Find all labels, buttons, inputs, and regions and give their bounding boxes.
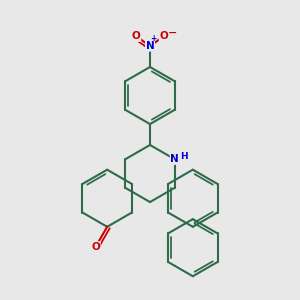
Text: H: H [180, 152, 188, 161]
Text: −: − [167, 28, 177, 38]
Text: N: N [170, 154, 179, 164]
Text: O: O [159, 32, 168, 41]
Text: O: O [91, 242, 100, 252]
Text: O: O [132, 32, 141, 41]
Text: +: + [151, 34, 157, 43]
Text: N: N [146, 41, 154, 51]
